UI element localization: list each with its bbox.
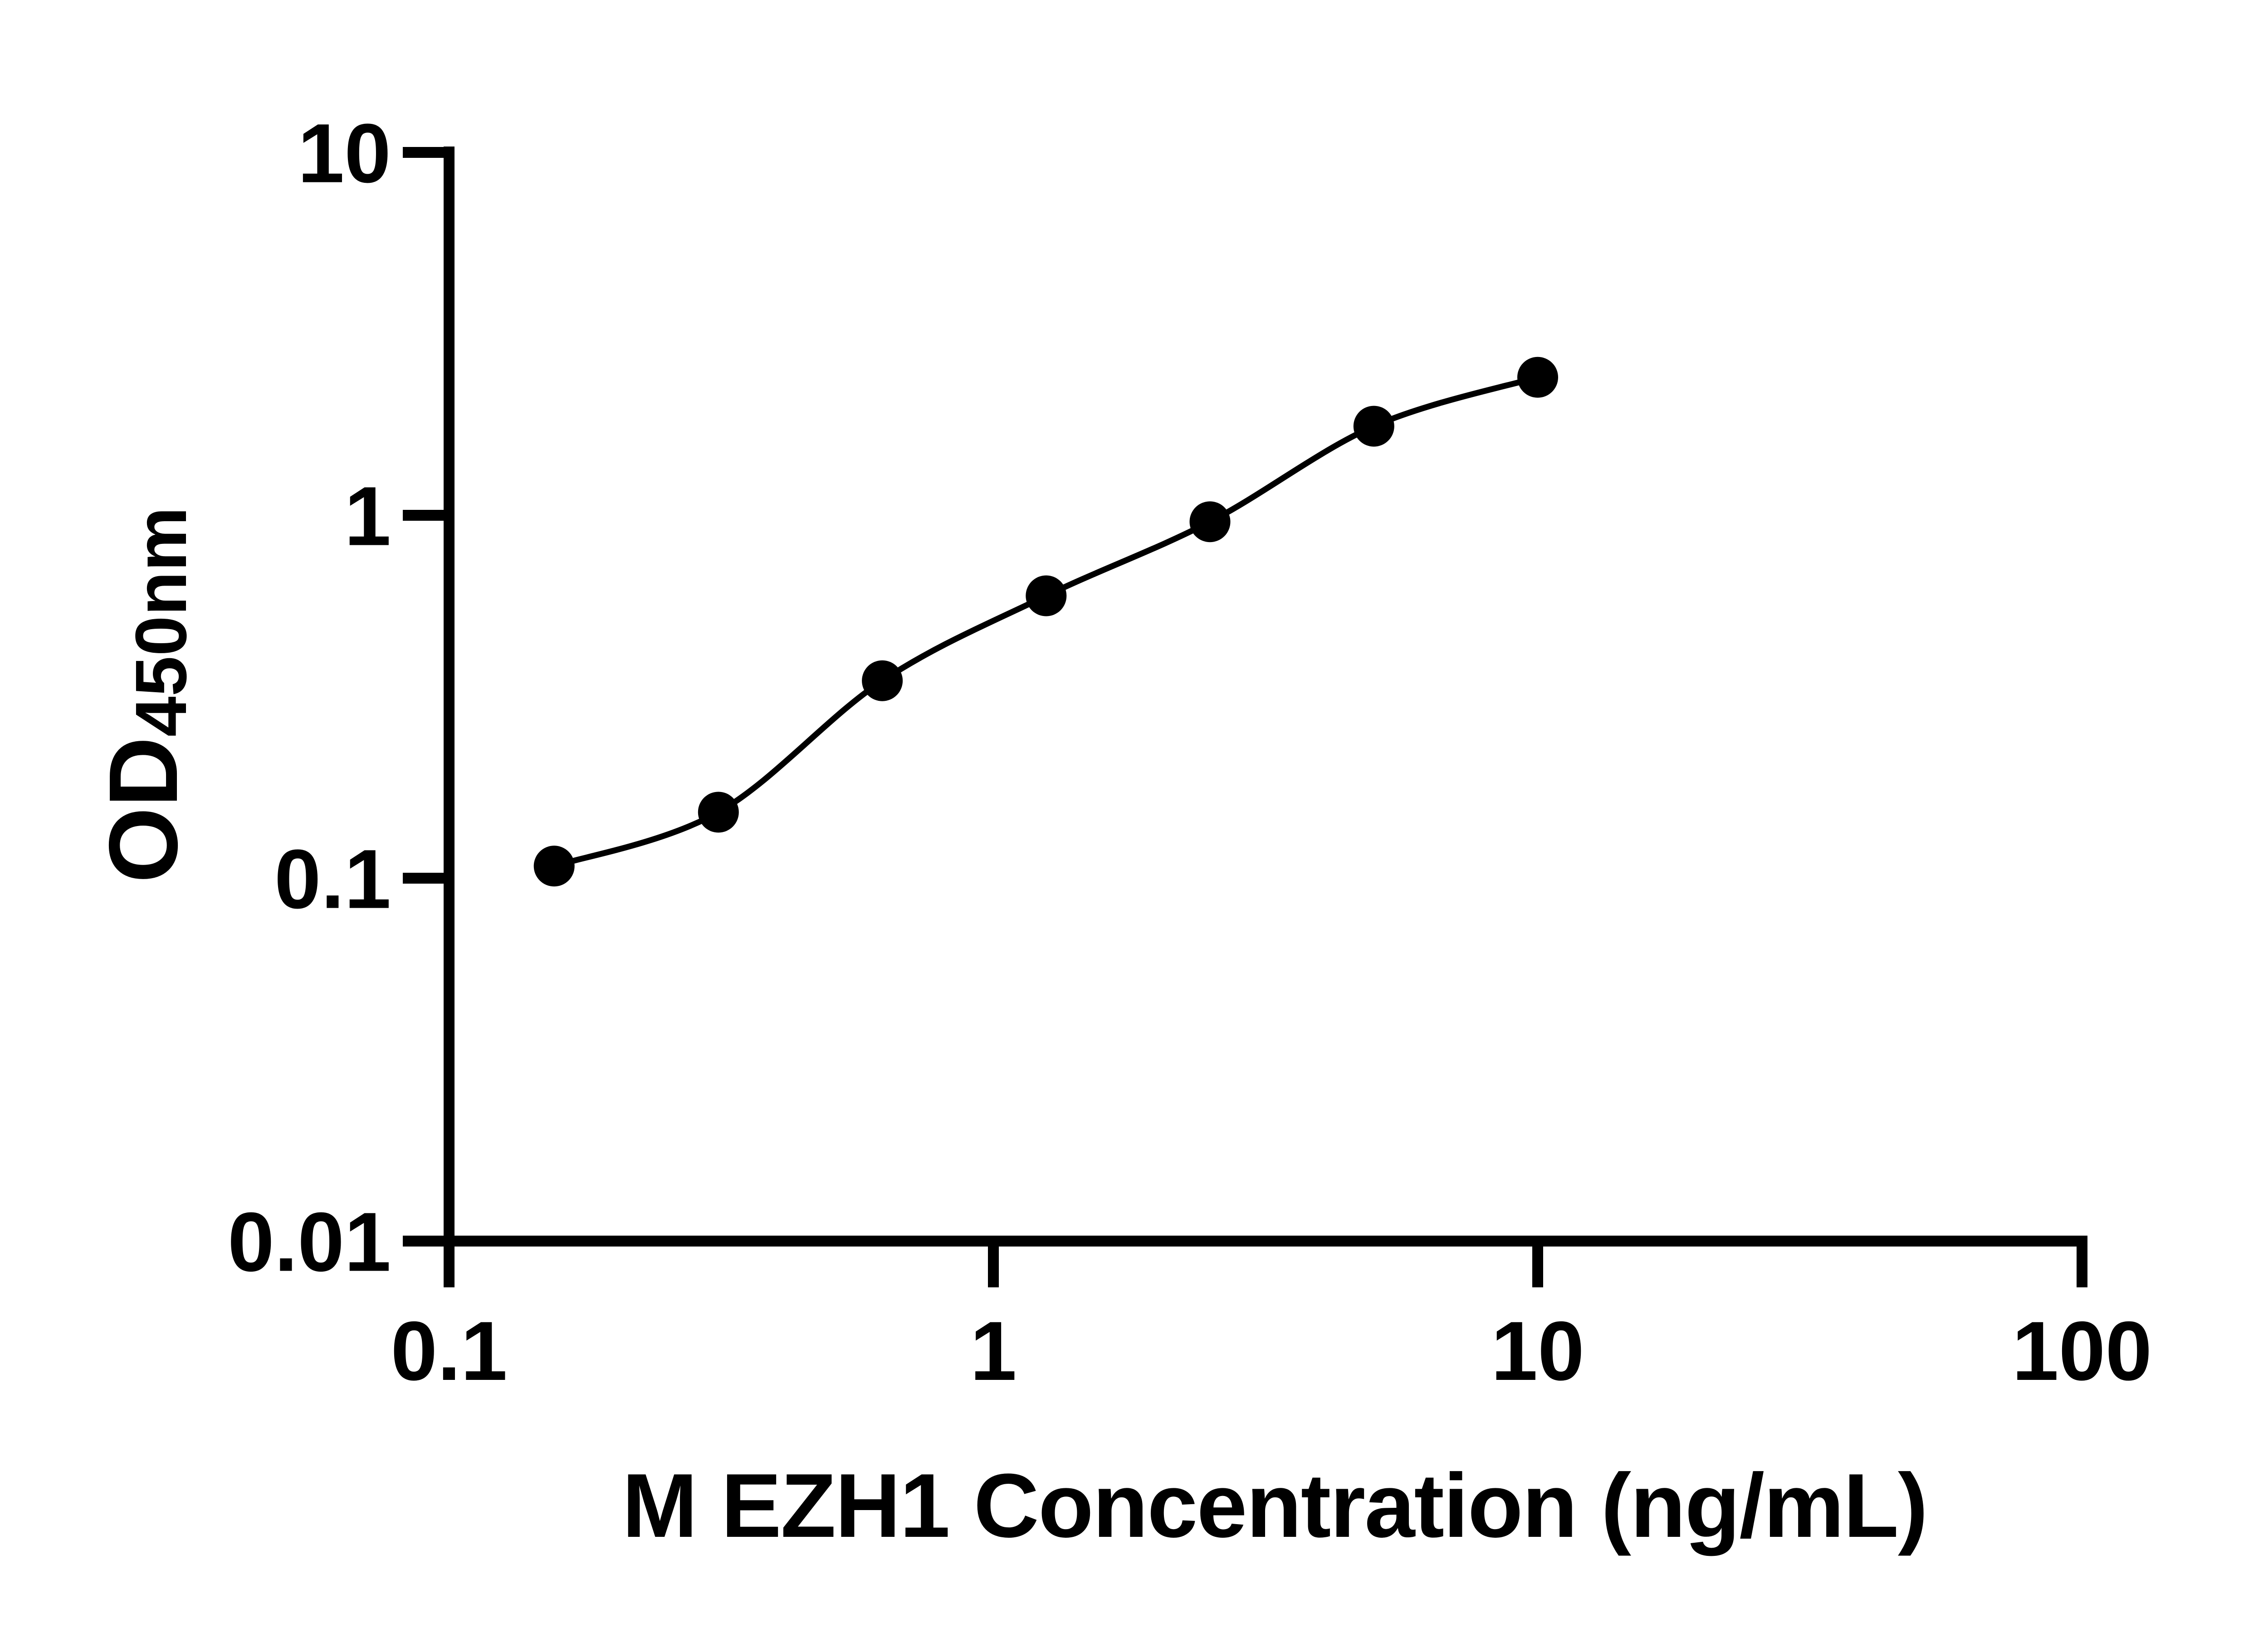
y-tick-label: 1 bbox=[344, 470, 391, 563]
data-point bbox=[1026, 575, 1067, 616]
data-point bbox=[698, 792, 739, 833]
y-tick-label: 10 bbox=[298, 107, 391, 200]
y-tick bbox=[403, 1236, 444, 1247]
y-tick bbox=[403, 147, 444, 158]
y-tick-label: 0.01 bbox=[228, 1196, 391, 1289]
data-point bbox=[862, 660, 903, 701]
x-tick bbox=[444, 1247, 455, 1287]
y-tick bbox=[403, 510, 444, 521]
data-point bbox=[533, 846, 575, 887]
y-axis-line bbox=[444, 147, 455, 1247]
data-point bbox=[1517, 357, 1558, 398]
data-points bbox=[533, 357, 1558, 887]
y-axis-title: OD450nm bbox=[88, 507, 201, 883]
x-tick bbox=[2077, 1247, 2087, 1287]
y-tick bbox=[403, 873, 444, 884]
od-subscript-label: 450nm bbox=[120, 507, 201, 737]
x-axis-title: M EZH1 Concentration (ng/mL) bbox=[622, 1455, 1927, 1556]
x-tick-label: 0.1 bbox=[391, 1305, 507, 1398]
x-tick-label: 10 bbox=[1491, 1305, 1584, 1398]
od-label: OD bbox=[88, 737, 198, 883]
x-axis-ticks: 0.1 1 10 100 bbox=[391, 1247, 2152, 1398]
y-tick-label: 0.1 bbox=[274, 833, 391, 926]
y-axis-ticks: 10 1 0.1 0.01 bbox=[228, 107, 444, 1289]
x-axis-line bbox=[444, 1236, 2087, 1247]
x-tick-label: 100 bbox=[2012, 1305, 2152, 1398]
data-point bbox=[1353, 406, 1394, 447]
x-tick-label: 1 bbox=[970, 1305, 1017, 1398]
standard-curve-line bbox=[553, 374, 1539, 869]
data-point bbox=[1189, 501, 1231, 543]
x-tick bbox=[1532, 1247, 1543, 1287]
x-tick bbox=[988, 1247, 999, 1287]
